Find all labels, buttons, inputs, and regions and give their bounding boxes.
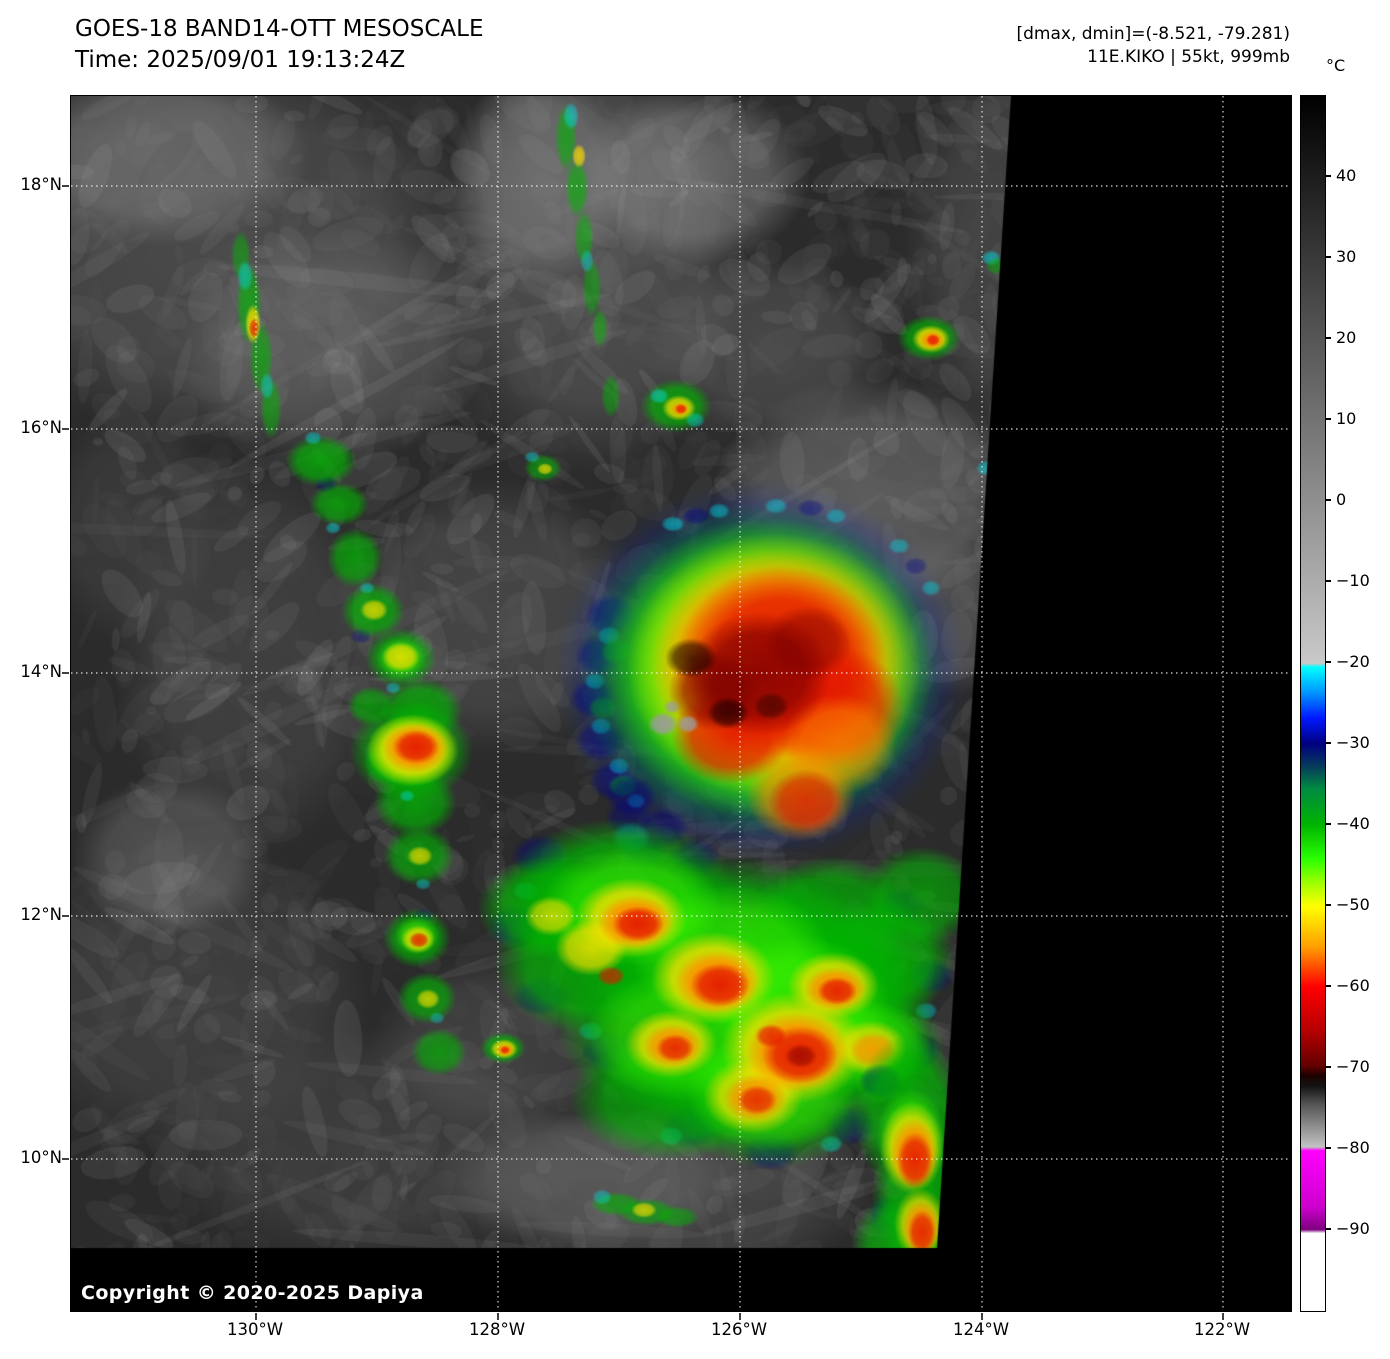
colorbar-tick-label: −80 (1336, 1138, 1370, 1157)
colorbar-tick (1326, 823, 1331, 825)
colorbar-tick-label: 10 (1336, 409, 1357, 428)
colorbar-tick (1326, 904, 1331, 906)
lon-axis-label: 130°W (226, 1320, 284, 1339)
colorbar-tick (1326, 661, 1331, 663)
colorbar-tick (1326, 580, 1331, 582)
grid-overlay (62, 96, 1291, 1320)
colorbar-tick (1326, 337, 1331, 339)
lon-axis-label: 124°W (952, 1320, 1010, 1339)
satellite-image-canvas (71, 96, 1291, 1311)
lon-axis-label: 128°W (468, 1320, 526, 1339)
colorbar-tick-label: −60 (1336, 976, 1370, 995)
colorbar-tick (1326, 175, 1331, 177)
colorbar-unit-label: °C (1326, 56, 1346, 75)
colorbar-tick (1326, 1066, 1331, 1068)
header-right-info: [dmax, dmin]=(-8.521, -79.281) 11E.KIKO … (1017, 23, 1291, 69)
timestamp-label: Time: 2025/09/01 19:13:24Z (75, 47, 406, 73)
colorbar-tick (1326, 256, 1331, 258)
colorbar-tick (1326, 1228, 1331, 1230)
colorbar-tick-label: −40 (1336, 814, 1370, 833)
satellite-map: Copyright © 2020-2025 Dapiya (62, 95, 1292, 1320)
lat-axis-label: 16°N (20, 418, 62, 437)
colorbar-tick (1326, 418, 1331, 420)
colorbar-tick-label: 30 (1336, 247, 1357, 266)
colorbar (1300, 95, 1326, 1312)
page-title: GOES-18 BAND14-OTT MESOSCALE (75, 16, 484, 42)
colorbar-tick-label: −90 (1336, 1219, 1370, 1238)
colorbar-tick-label: 40 (1336, 166, 1357, 185)
lon-axis-label: 122°W (1193, 1320, 1251, 1339)
lat-axis-label: 14°N (20, 662, 62, 681)
colorbar-tick (1326, 742, 1331, 744)
colorbar-tick-label: −50 (1336, 895, 1370, 914)
copyright-label: Copyright © 2020-2025 Dapiya (81, 1282, 424, 1304)
colorbar-tick-label: 20 (1336, 328, 1357, 347)
colorbar-tick (1326, 1147, 1331, 1149)
colorbar-tick-label: −70 (1336, 1057, 1370, 1076)
colorbar-tick-label: 0 (1336, 490, 1347, 509)
storm-info-label: 11E.KIKO | 55kt, 999mb (1087, 47, 1290, 67)
lat-axis-label: 18°N (20, 175, 62, 194)
colorbar-tick (1326, 499, 1331, 501)
colorbar-tick-label: −20 (1336, 652, 1370, 671)
colorbar-tick-label: −30 (1336, 733, 1370, 752)
lat-axis-label: 10°N (20, 1148, 62, 1167)
lat-axis-label: 12°N (20, 905, 62, 924)
dmax-dmin-label: [dmax, dmin]=(-8.521, -79.281) (1016, 24, 1291, 44)
lon-axis-label: 126°W (710, 1320, 768, 1339)
colorbar-tick-label: −10 (1336, 571, 1370, 590)
colorbar-tick (1326, 985, 1331, 987)
